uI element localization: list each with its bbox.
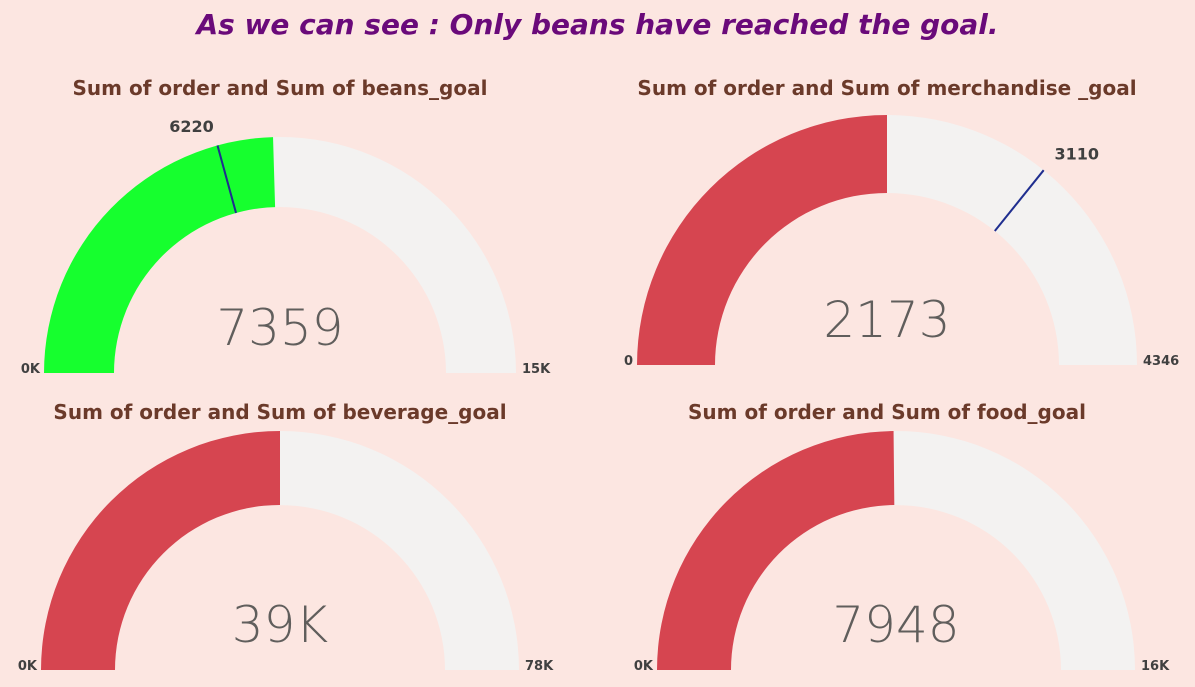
gauge-max-label: 78K	[525, 659, 554, 674]
gauge-value-label: 39K	[232, 596, 329, 654]
gauge-min-label: 0K	[21, 362, 41, 377]
gauge-value-arc[interactable]	[44, 137, 276, 373]
gauge-max-label: 16K	[1141, 659, 1170, 674]
gauge-min-label: 0	[624, 354, 633, 369]
gauge-title-food: Sum of order and Sum of food_goal	[688, 400, 1086, 424]
gauge-value-label: 7359	[216, 299, 343, 357]
gauge-target-label: 6220	[169, 117, 214, 136]
gauge-target-line	[216, 145, 237, 214]
gauge-title-beans: Sum of order and Sum of beans_goal	[72, 76, 488, 100]
gauge-title-beverage: Sum of order and Sum of beverage_goal	[53, 400, 507, 424]
gauge-target-line	[994, 169, 1045, 232]
gauge-min-label: 0K	[634, 659, 654, 674]
gauge-value-arc[interactable]	[637, 115, 887, 365]
gauge-value-arc[interactable]	[41, 431, 280, 670]
gauge-max-label: 4346	[1143, 354, 1179, 369]
gauge-value-arc[interactable]	[657, 431, 895, 670]
gauge-target-label: 3110	[1054, 144, 1099, 163]
gauge-title-merchandise: Sum of order and Sum of merchandise _goa…	[637, 76, 1137, 100]
gauge-min-label: 0K	[18, 659, 38, 674]
page-headline: As we can see : Only beans have reached …	[196, 8, 999, 41]
gauge-max-label: 15K	[522, 362, 551, 377]
gauge-value-label: 7948	[832, 596, 959, 654]
gauge-value-label: 2173	[823, 291, 950, 349]
